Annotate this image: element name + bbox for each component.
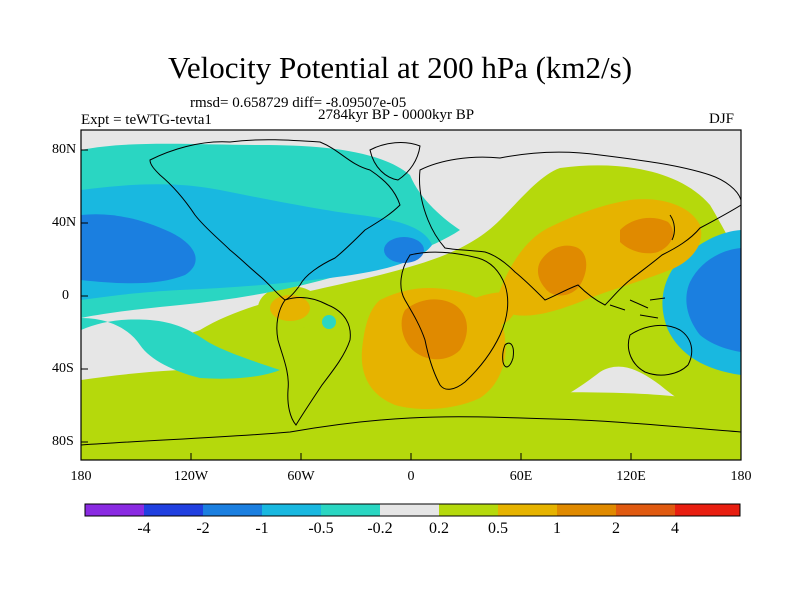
lon-label-120e: 120E	[616, 469, 646, 484]
colorbar-swatch-11	[675, 504, 740, 516]
eurasia-coastline	[419, 151, 741, 306]
colorbar-swatch-4	[262, 504, 321, 516]
colorbar-label: 0.5	[488, 520, 508, 537]
central-africa-core-field	[401, 299, 467, 360]
maritime-islands-coastline	[609, 297, 666, 319]
colorbar-label: -1	[255, 520, 269, 537]
maritime-core-field	[686, 248, 741, 352]
amazon-high-field	[270, 295, 310, 321]
negative-belt-south-field	[81, 318, 280, 379]
india-core-field	[537, 245, 587, 296]
chart-title: Velocity Potential at 200 hPa (km2/s)	[167, 50, 633, 85]
north-america-coastline	[149, 139, 401, 301]
lon-label-60w: 60W	[287, 469, 315, 484]
greenland-coastline	[369, 142, 421, 181]
lat-label-80s: 80S	[52, 434, 74, 449]
colorbar-label: -0.2	[367, 520, 393, 537]
atlantic-low-field	[384, 237, 424, 263]
lon-label-120w: 120W	[173, 469, 209, 484]
colorbar-frame	[84, 503, 741, 517]
colorbar-label: -2	[196, 520, 210, 537]
polar-positive-field	[81, 368, 741, 460]
coastlines	[81, 139, 741, 446]
colorbar-swatch-6	[380, 504, 439, 516]
lat-label-80n: 80N	[52, 142, 77, 157]
colorbar-swatch-7	[439, 504, 498, 516]
brazil-negative-field	[322, 315, 336, 329]
stats-line: rmsd= 0.658729 diff= -8.09507e-05	[190, 95, 407, 111]
contour-fields	[81, 130, 741, 460]
australia-coastline	[627, 324, 693, 376]
period-label: 2784kyr BP - 0000kyr BP	[318, 107, 475, 123]
lat-label-40n: 40N	[52, 215, 77, 230]
west-pacific-low-field	[81, 214, 196, 284]
colorbar-swatch-8	[498, 504, 557, 516]
africa-coastline	[400, 251, 509, 390]
japan-coastline	[669, 214, 675, 241]
colorbar-label: -4	[137, 520, 151, 537]
axis-ticks	[81, 149, 632, 460]
colorbar-label: 2	[612, 520, 620, 537]
colorbar-label: 4	[671, 520, 679, 537]
lon-label-180w: 180	[70, 469, 92, 484]
colorbar-label: 1	[553, 520, 561, 537]
colorbar-swatch-5	[321, 504, 380, 516]
colorbar	[84, 503, 741, 517]
lon-label-180e: 180	[730, 469, 752, 484]
lat-label-40s: 40S	[52, 361, 74, 376]
colorbar-label: 0.2	[429, 520, 449, 537]
lon-label-0: 0	[407, 469, 415, 484]
colorbar-label: -0.5	[308, 520, 334, 537]
madagascar-coastline	[502, 342, 514, 368]
antarctica-coastline	[81, 416, 741, 446]
colorbar-swatch-1	[85, 504, 144, 516]
season-label: DJF	[709, 111, 735, 127]
lon-label-60e: 60E	[509, 469, 533, 484]
colorbar-swatch-2	[144, 504, 203, 516]
south-america-coastline	[276, 297, 351, 426]
japan-core-field	[620, 217, 673, 254]
lat-label-0: 0	[62, 288, 69, 303]
colorbar-swatch-10	[616, 504, 675, 516]
colorbar-swatch-9	[557, 504, 616, 516]
colorbar-swatch-3	[203, 504, 262, 516]
experiment-label: Expt = teWTG-tevta1	[81, 112, 212, 128]
